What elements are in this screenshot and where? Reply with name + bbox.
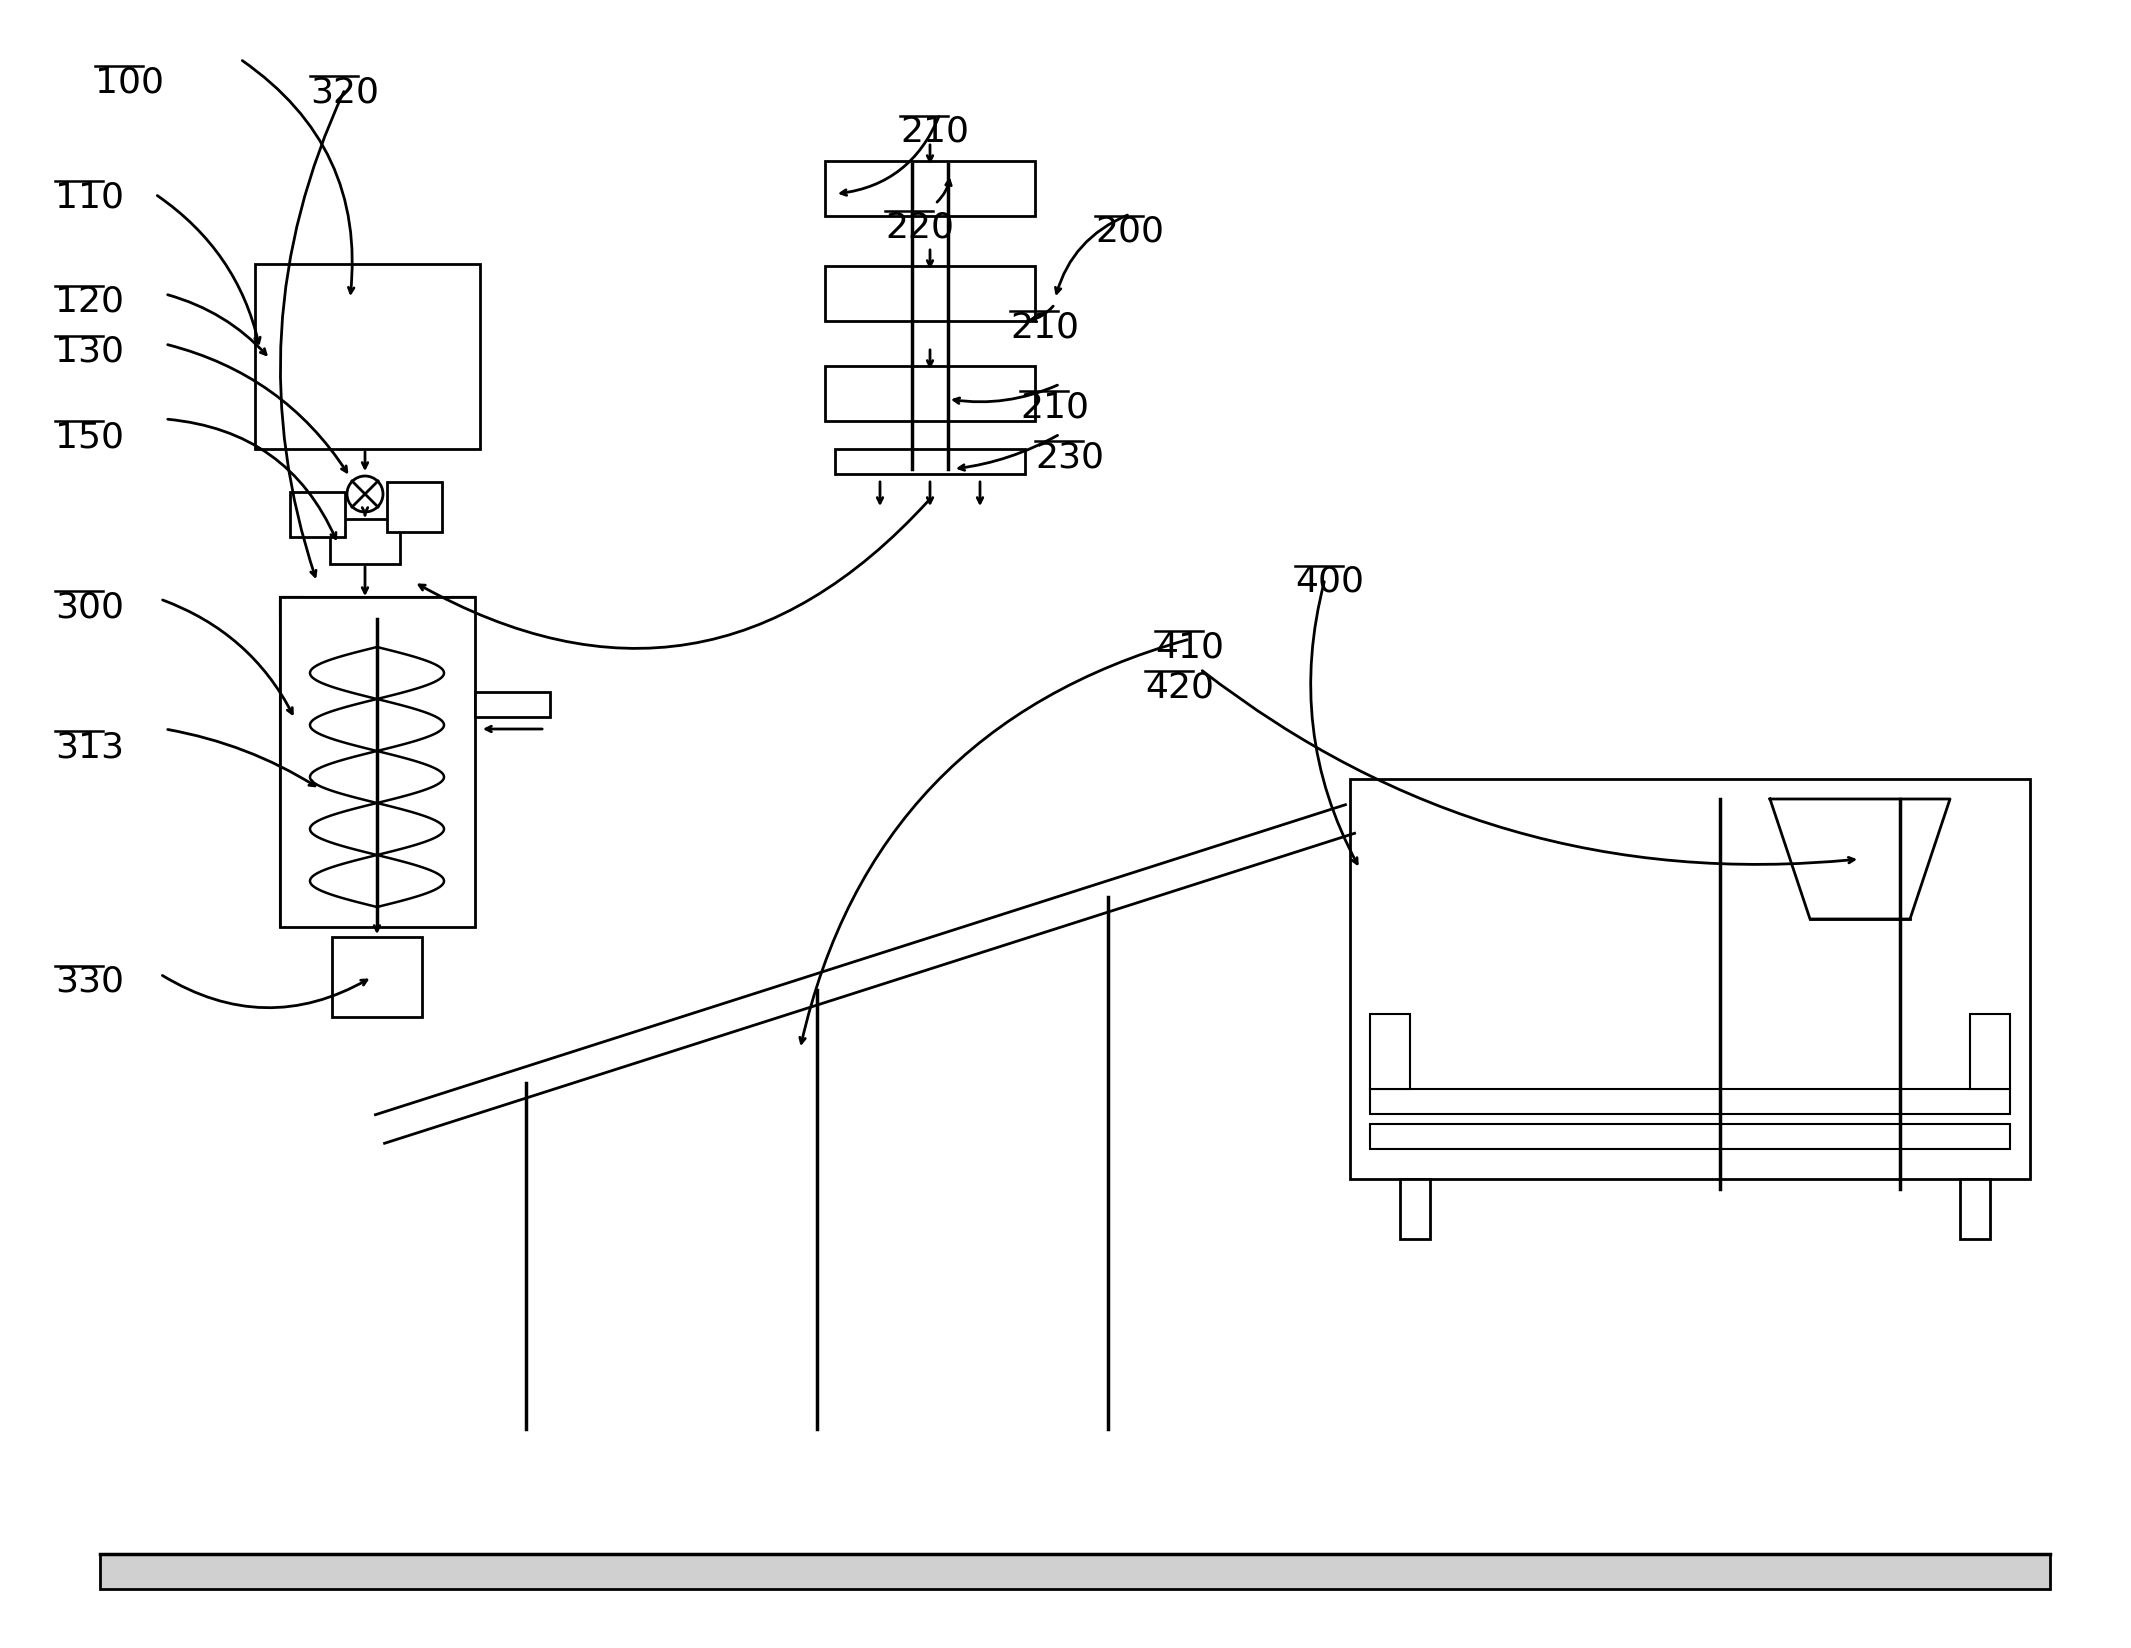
Bar bbox=[1370, 1124, 2010, 1149]
Text: 150: 150 bbox=[55, 420, 124, 453]
Text: 120: 120 bbox=[55, 285, 124, 318]
Text: 313: 313 bbox=[55, 730, 124, 763]
Bar bbox=[1370, 1089, 2010, 1114]
Bar bbox=[1351, 780, 2031, 1180]
Text: 410: 410 bbox=[1155, 630, 1223, 664]
Bar bbox=[825, 368, 1036, 422]
Bar bbox=[825, 162, 1036, 218]
Bar bbox=[279, 598, 303, 928]
Text: 320: 320 bbox=[309, 74, 379, 109]
Bar bbox=[330, 519, 401, 565]
Text: 230: 230 bbox=[1036, 440, 1104, 473]
Text: 420: 420 bbox=[1144, 669, 1215, 704]
Bar bbox=[835, 450, 1025, 475]
Text: 300: 300 bbox=[55, 590, 124, 623]
Text: 210: 210 bbox=[1021, 391, 1089, 424]
Text: 200: 200 bbox=[1095, 214, 1164, 249]
Text: 130: 130 bbox=[55, 335, 124, 369]
Bar bbox=[1370, 1015, 1411, 1089]
Bar bbox=[279, 598, 475, 620]
Bar bbox=[454, 598, 475, 928]
Bar bbox=[279, 598, 475, 928]
Bar bbox=[475, 692, 550, 717]
Text: 110: 110 bbox=[55, 180, 124, 214]
Text: 330: 330 bbox=[55, 964, 124, 999]
Text: 100: 100 bbox=[96, 64, 164, 99]
Bar bbox=[388, 483, 441, 532]
Text: 400: 400 bbox=[1296, 565, 1364, 598]
Bar bbox=[100, 1554, 2050, 1589]
Text: 210: 210 bbox=[1010, 310, 1078, 344]
Bar bbox=[290, 493, 345, 537]
Bar bbox=[332, 938, 422, 1017]
Bar bbox=[303, 913, 454, 928]
Text: 210: 210 bbox=[899, 115, 970, 148]
Text: 220: 220 bbox=[884, 209, 955, 244]
Bar bbox=[1961, 1180, 1990, 1239]
Bar bbox=[1400, 1180, 1430, 1239]
Bar bbox=[825, 267, 1036, 321]
Bar bbox=[1969, 1015, 2010, 1089]
Bar bbox=[256, 265, 479, 450]
